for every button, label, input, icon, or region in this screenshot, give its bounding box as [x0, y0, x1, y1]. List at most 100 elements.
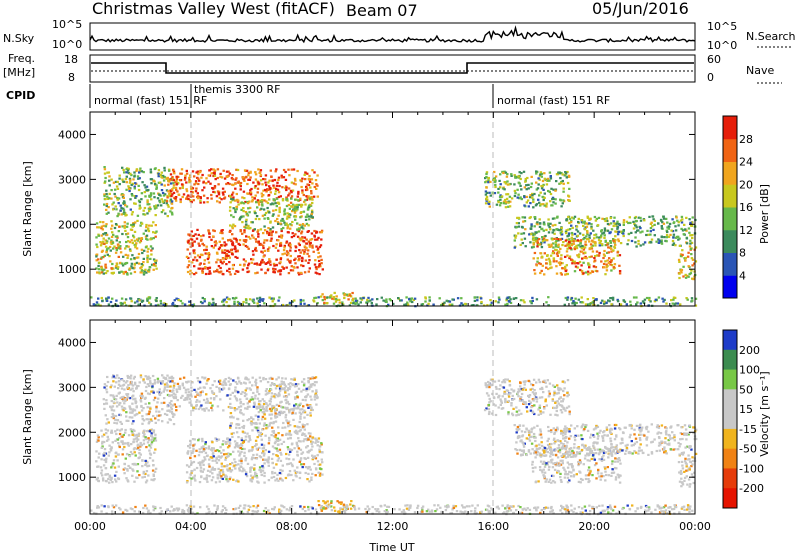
power-echo-cell [133, 202, 136, 205]
power-echo-cell [280, 229, 283, 233]
velocity-echo-cell [309, 432, 312, 435]
velocity-echo-cell [110, 466, 113, 469]
velocity-echo-cell [256, 429, 260, 432]
velocity-echo-cell [114, 414, 118, 418]
velocity-echo-cell [109, 394, 112, 397]
power-echo-cell [315, 187, 318, 190]
velocity-echo-cell [212, 452, 215, 455]
power-echo-cell [175, 297, 178, 300]
power-echo-cell [352, 302, 355, 305]
power-echo-cell [273, 186, 276, 189]
power-echo-cell [556, 173, 559, 176]
power-echo-cell [147, 207, 151, 210]
velocity-echo-cell [270, 382, 274, 385]
velocity-echo-cell [156, 414, 159, 417]
velocity-echo-cell [103, 451, 106, 454]
velocity-echo-cell [248, 405, 251, 408]
velocity-echo-cell [292, 418, 295, 421]
velocity-echo-cell [309, 411, 312, 414]
power-echo-cell [258, 182, 261, 185]
power-echo-cell [231, 227, 234, 230]
velocity-echo-cell [255, 407, 259, 410]
power-echo-cell [285, 198, 289, 201]
power-echo-cell [155, 204, 158, 207]
power-echo-cell [169, 210, 172, 213]
power-echo-cell [634, 224, 637, 227]
power-echo-cell [143, 270, 146, 273]
power-echo-cell [131, 254, 134, 257]
power-echo-cell [235, 177, 238, 180]
power-echo-cell [677, 235, 680, 238]
power-echo-cell [167, 205, 170, 208]
velocity-echo-cell [286, 389, 289, 392]
power-echo-cell [217, 183, 220, 186]
power-echo-cell [231, 191, 235, 194]
velocity-echo-cell [269, 421, 272, 424]
power-echo-cell [167, 190, 170, 193]
power-echo-cell [556, 215, 559, 218]
power-echo-cell [319, 255, 322, 258]
nsky-tick-high: 10^5 [52, 18, 82, 31]
power-echo-cell [498, 298, 501, 301]
velocity-echo-cell [197, 387, 200, 390]
power-echo-cell [248, 178, 252, 181]
velocity-echo-cell [238, 426, 241, 430]
power-ytick-label: 3000 [58, 173, 86, 186]
velocity-echo-cell [115, 422, 119, 425]
power-echo-cell [272, 268, 275, 271]
power-echo-cell [540, 246, 544, 249]
power-echo-cell [570, 216, 574, 219]
power-echo-cell [544, 234, 547, 238]
power-echo-cell [154, 167, 157, 170]
power-echo-cell [560, 254, 563, 257]
velocity-echo-cell [228, 478, 231, 481]
velocity-echo-cell [226, 455, 229, 458]
power-echo-cell [202, 201, 206, 204]
velocity-echo-cell [170, 376, 173, 380]
power-echo-cell [144, 246, 148, 249]
power-echo-cell [231, 225, 234, 228]
power-echo-cell [225, 243, 228, 246]
velocity-echo-cell [282, 381, 285, 384]
velocity-echo-cell [201, 447, 204, 450]
velocity-echo-cell [192, 448, 195, 451]
power-echo-cell [161, 175, 164, 178]
power-echo-cell [523, 301, 526, 304]
power-echo-cell [528, 233, 531, 236]
power-echo-cell [518, 304, 522, 307]
velocity-echo-cell [289, 424, 292, 427]
power-echo-cell [310, 192, 313, 195]
velocity-echo-cell [109, 405, 112, 408]
power-echo-cell [165, 189, 169, 192]
power-echo-cell [577, 262, 580, 265]
power-echo-cell [302, 299, 305, 302]
power-echo-cell [493, 192, 497, 195]
velocity-echo-cell [113, 474, 117, 477]
velocity-echo-cell [202, 445, 205, 448]
power-echo-cell [130, 213, 134, 216]
power-echo-cell [136, 175, 140, 178]
velocity-echo-cell [293, 469, 296, 472]
power-echo-cell [207, 180, 210, 183]
velocity-echo-cell [277, 443, 280, 446]
velocity-echo-cell [297, 440, 301, 443]
power-echo-cell [266, 201, 270, 205]
power-echo-cell [110, 227, 113, 230]
power-echo-cell [192, 234, 195, 237]
power-echo-cell [264, 272, 267, 275]
power-echo-cell [285, 222, 288, 225]
velocity-echo-cell [265, 388, 268, 391]
velocity-echo-cell [115, 381, 118, 384]
power-echo-cell [518, 171, 521, 174]
power-echo-cell [110, 235, 114, 238]
power-echo-cell [595, 236, 599, 239]
velocity-echo-cell [275, 447, 278, 450]
power-echo-cell [499, 194, 502, 197]
power-echo-cell [316, 302, 319, 305]
power-echo-cell [128, 267, 132, 270]
velocity-echo-cell [187, 445, 190, 448]
power-echo-cell [167, 179, 170, 182]
power-echo-cell [609, 240, 612, 243]
power-echo-cell [303, 236, 307, 239]
velocity-echo-cell [142, 378, 145, 381]
